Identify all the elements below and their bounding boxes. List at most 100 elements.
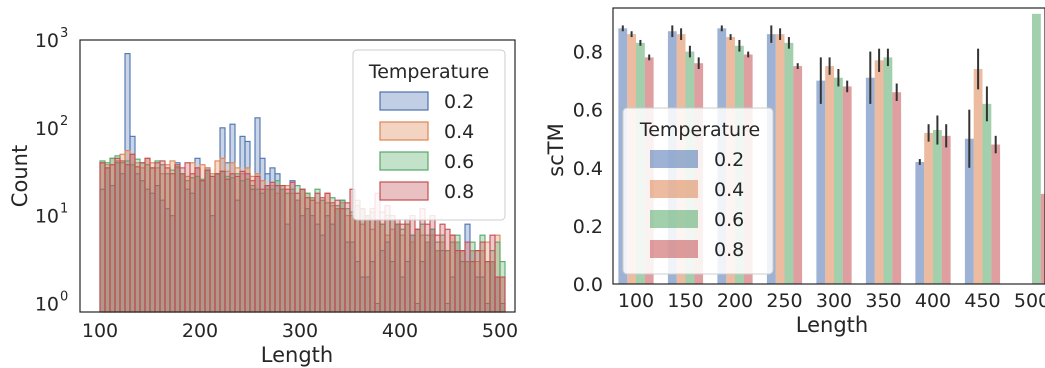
histogram-bin: [409, 215, 416, 313]
histogram-bin: [484, 261, 491, 313]
histogram-bin: [464, 241, 471, 313]
histogram-bin: [99, 162, 106, 313]
scTM-bar: [1032, 13, 1041, 285]
scTM-bar: [892, 92, 902, 285]
histogram-bin: [384, 205, 391, 313]
histogram-y-axis-label: Count: [8, 145, 32, 207]
bar-y-tick-label: 0.2: [573, 216, 603, 238]
histogram-bin: [434, 234, 441, 313]
histogram-bin: [429, 215, 436, 313]
histogram-bin: [289, 181, 296, 313]
histogram-bin: [234, 175, 241, 313]
bar-panel: 100 150 200 250 300 350 400 450 500 0.0 0.2 0.4 0.6…: [544, 7, 1045, 337]
histogram-y-tick-label: 10: [35, 118, 59, 140]
histogram-bin: [469, 261, 476, 313]
histogram-bin: [169, 173, 176, 313]
bar-x-tick-label: 450: [964, 290, 1000, 312]
histogram-bin: [214, 173, 221, 313]
histogram-legend-items: 0.2 0.4 0.6 0.8: [379, 91, 474, 203]
histogram-legend: Temperature 0.2 0.4 0.6 0.8: [352, 49, 506, 221]
histogram-bin: [394, 219, 401, 313]
histogram-bin: [119, 160, 126, 313]
histogram-legend-swatch: [379, 151, 429, 171]
scTM-bar: [793, 66, 803, 285]
histogram-bin: [229, 173, 236, 313]
bar-legend-label: 0.6: [714, 209, 744, 231]
histogram-bin: [294, 192, 301, 313]
bar-x-tick-label: 300: [816, 290, 852, 312]
histogram-bin: [144, 157, 151, 313]
histogram-bin: [244, 173, 251, 313]
histogram-bin: [474, 250, 481, 313]
histogram-bin: [454, 250, 461, 313]
histogram-bin: [104, 167, 111, 313]
histogram-bin: [134, 166, 141, 313]
histogram-bin: [399, 223, 406, 313]
histogram-bin: [299, 188, 306, 313]
histogram-bin: [339, 208, 346, 313]
histogram-bin: [159, 160, 166, 313]
histogram-x-tick-label: 500: [482, 320, 518, 342]
histogram-bin: [439, 223, 446, 313]
bar-y-axis-label: scTM: [544, 123, 568, 176]
scTM-bar: [964, 138, 974, 284]
scTM-bar: [883, 57, 893, 285]
bar-y-tick-label: 0.6: [573, 100, 603, 122]
bar-y-tick-label: 0.8: [573, 42, 603, 64]
histogram-legend-label: 0.8: [444, 181, 474, 203]
scTM-bar: [816, 80, 826, 284]
histogram-bin: [379, 211, 386, 313]
histogram-bin: [279, 185, 286, 313]
histogram-frame: [79, 39, 516, 313]
histogram-bin: [139, 162, 146, 313]
histogram-bin: [479, 241, 486, 313]
histogram-y-tick-exponent: 2: [60, 114, 68, 129]
bar-legend-swatch: [650, 150, 698, 168]
bar-x-axis-label: Length: [796, 313, 868, 337]
histogram-legend-label: 0.2: [444, 91, 474, 113]
histogram-bin: [264, 185, 271, 313]
histogram-bin: [309, 199, 316, 313]
scTM-bar: [865, 77, 875, 284]
scTM-bar: [825, 66, 834, 285]
histogram-bin: [179, 167, 186, 313]
histogram-bin: [219, 170, 226, 313]
scTM-bar: [915, 161, 925, 284]
bar-frame: [612, 7, 1045, 285]
histogram-bin: [184, 162, 191, 313]
histogram-y-tick-exponent: 1: [60, 202, 68, 217]
histogram-x-tick-label: 100: [82, 320, 118, 342]
histogram-legend-label: 0.4: [444, 121, 474, 143]
histogram-bin: [114, 157, 121, 313]
bar-x-tick-label: 150: [667, 290, 703, 312]
scTM-bar: [834, 77, 843, 284]
histogram-x-tick-label: 200: [182, 320, 218, 342]
histogram-bin: [249, 180, 256, 313]
histogram-bin: [284, 188, 291, 313]
histogram-bin: [329, 202, 336, 313]
bar-legend-swatch: [650, 240, 698, 258]
bar-x-tick-label: 350: [865, 290, 901, 312]
histogram-y-tick-label: 10: [35, 30, 59, 52]
histogram-bin: [254, 175, 261, 313]
histogram-bin: [194, 167, 201, 313]
histogram-bin: [189, 173, 196, 313]
histogram-y-tick-label: 10: [35, 293, 59, 315]
histogram-bin: [324, 192, 331, 313]
bar-legend-label: 0.2: [714, 149, 744, 171]
histogram-bin: [364, 215, 371, 313]
bar-x-tick-label: 250: [766, 290, 802, 312]
bar-x-tick-label: 100: [618, 290, 654, 312]
scTM-bar: [924, 132, 933, 284]
histogram-bin: [449, 234, 456, 313]
histogram-legend-title: Temperature: [368, 61, 489, 83]
histogram-bin: [344, 202, 351, 313]
histogram-bin: [404, 219, 411, 313]
scTM-bar: [982, 103, 992, 284]
bar-legend-title: Temperature: [639, 119, 760, 141]
histogram-y-tick-exponent: 0: [60, 289, 68, 304]
scTM-bar: [941, 135, 951, 284]
bar-x-ticks: 100 150 200 250 300 350 400 450 500: [618, 290, 1045, 312]
